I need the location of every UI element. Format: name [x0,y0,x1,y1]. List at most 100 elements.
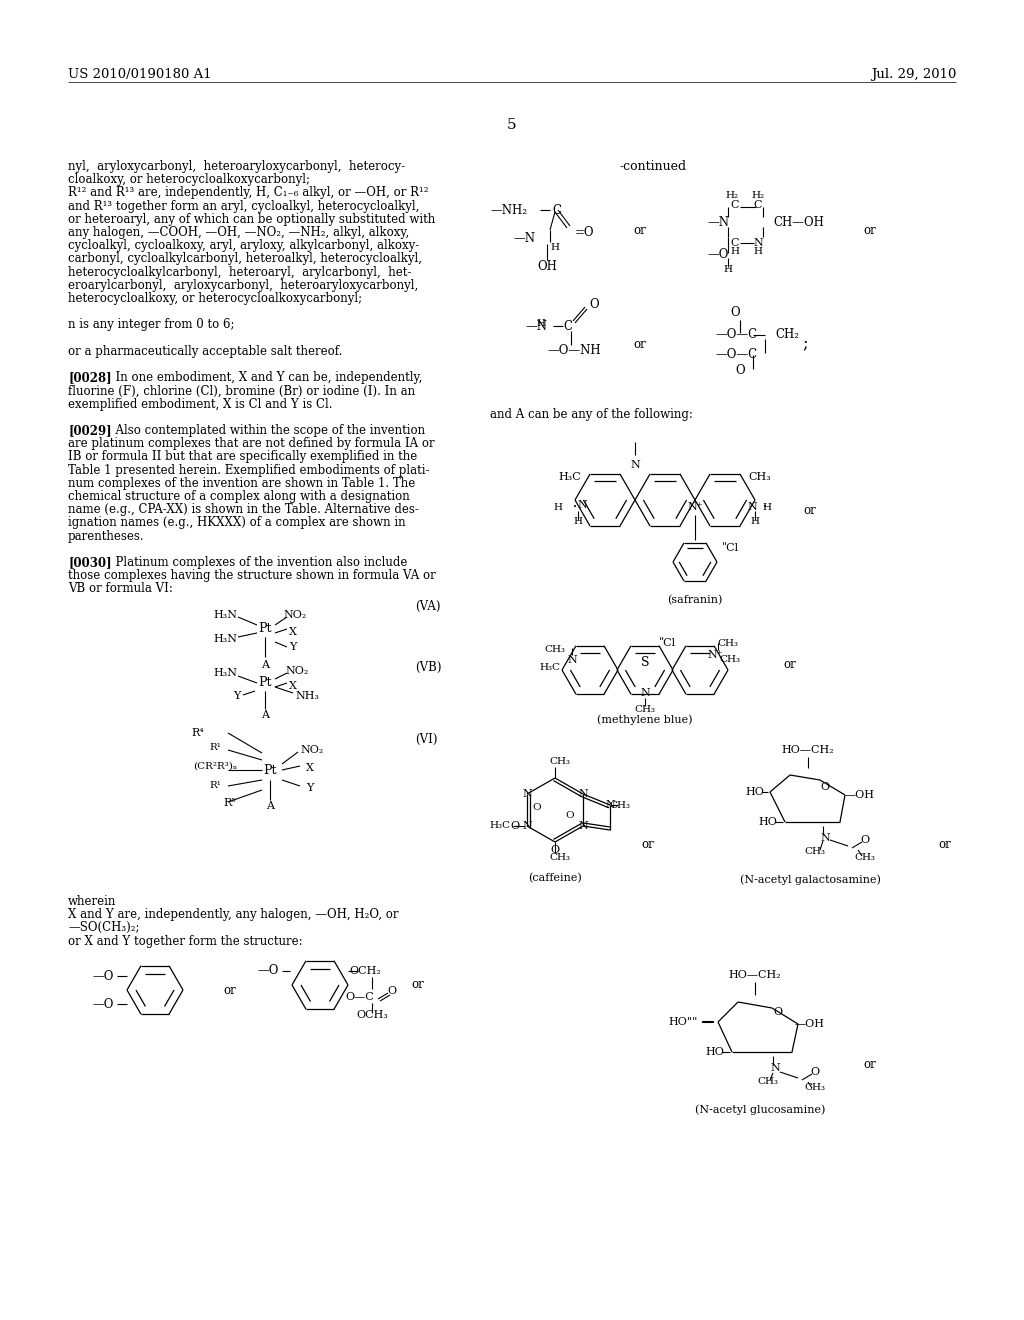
Text: are platinum complexes that are not defined by formula IA or: are platinum complexes that are not defi… [68,437,434,450]
Text: H: H [763,503,771,511]
Text: H₃C: H₃C [540,664,560,672]
Text: —NH₂: —NH₂ [490,203,527,216]
Text: Jul. 29, 2010: Jul. 29, 2010 [870,69,956,81]
Text: —OH: —OH [795,1019,825,1030]
Text: O: O [589,298,599,312]
Text: or: or [412,978,424,991]
Text: O: O [532,804,542,813]
Text: A: A [266,801,274,810]
Text: cloalkoxy, or heterocycloalkoxycarbonyl;: cloalkoxy, or heterocycloalkoxycarbonyl; [68,173,310,186]
Text: H: H [537,318,546,327]
Text: CH₃: CH₃ [609,800,631,809]
Text: —N: —N [513,231,535,244]
Text: or: or [804,503,816,516]
Text: H₂: H₂ [725,190,738,199]
Text: eroarylcarbonyl,  aryloxycarbonyl,  heteroaryloxycarbonyl,: eroarylcarbonyl, aryloxycarbonyl, hetero… [68,279,418,292]
Text: HO: HO [759,817,777,828]
Text: NO₂: NO₂ [300,744,324,755]
Text: R¹² and R¹³ are, independently, H, C₁₋₆ alkyl, or —OH, or R¹²: R¹² and R¹³ are, independently, H, C₁₋₆ … [68,186,428,199]
Text: CH₂: CH₂ [775,329,799,342]
Text: Pt: Pt [258,623,271,635]
Text: CH₃: CH₃ [749,473,771,482]
Text: (safranin): (safranin) [668,595,723,605]
Text: num complexes of the invention are shown in Table 1. The: num complexes of the invention are shown… [68,477,416,490]
Text: —O: —O [92,969,114,982]
Text: —N: —N [707,215,729,228]
Text: n is any integer from 0 to 6;: n is any integer from 0 to 6; [68,318,234,331]
Text: N⁺: N⁺ [687,502,702,512]
Text: exemplified embodiment, X is Cl and Y is Cl.: exemplified embodiment, X is Cl and Y is… [68,397,333,411]
Text: nyl,  aryloxycarbonyl,  heteroaryloxycarbonyl,  heterocy-: nyl, aryloxycarbonyl, heteroaryloxycarbo… [68,160,406,173]
Text: CH₃: CH₃ [758,1077,778,1086]
Text: CH₃: CH₃ [720,656,740,664]
Text: (N-acetyl galactosamine): (N-acetyl galactosamine) [739,875,881,886]
Text: (VA): (VA) [415,601,440,612]
Text: (VI): (VI) [415,733,437,746]
Text: H: H [573,517,583,527]
Text: CH₃: CH₃ [550,758,570,767]
Text: C: C [563,319,572,333]
Text: VB or formula VI:: VB or formula VI: [68,582,173,595]
Text: and A can be any of the following:: and A can be any of the following: [490,408,693,421]
Text: (caffeine): (caffeine) [528,873,582,883]
Text: O: O [565,810,574,820]
Text: wherein: wherein [68,895,117,908]
Text: or: or [863,1059,877,1072]
Text: CH₃: CH₃ [854,854,876,862]
Text: —O: —O [92,998,114,1011]
Text: O: O [510,821,519,832]
Text: Table 1 presented herein. Exemplified embodiments of plati-: Table 1 presented herein. Exemplified em… [68,463,429,477]
Text: IB or formula II but that are specifically exemplified in the: IB or formula II but that are specifical… [68,450,417,463]
Text: OH: OH [537,260,557,273]
Text: US 2010/0190180 A1: US 2010/0190180 A1 [68,69,212,81]
Text: O: O [730,306,739,319]
Text: -continued: -continued [620,160,687,173]
Text: —SO(CH₃)₂;: —SO(CH₃)₂; [68,921,139,935]
Text: CH₃: CH₃ [545,645,565,655]
Text: name (e.g., CPA-XX) is shown in the Table. Alternative des-: name (e.g., CPA-XX) is shown in the Tabl… [68,503,419,516]
Text: H₃C: H₃C [489,821,511,830]
Text: O: O [860,836,869,845]
Text: =O: =O [575,226,595,239]
Text: or a pharmaceutically acceptable salt thereof.: or a pharmaceutically acceptable salt th… [68,345,342,358]
Text: NO₂: NO₂ [284,610,306,620]
Text: (N-acetyl glucosamine): (N-acetyl glucosamine) [695,1105,825,1115]
Text: or: or [642,838,654,851]
Text: HO—CH₂: HO—CH₂ [729,970,781,979]
Text: (VB): (VB) [415,661,441,675]
Text: C: C [754,201,762,210]
Text: X: X [289,627,297,638]
Text: C: C [731,201,739,210]
Text: O: O [551,845,559,855]
Text: Platinum complexes of the invention also include: Platinum complexes of the invention also… [108,556,408,569]
Text: (methylene blue): (methylene blue) [597,714,693,725]
Text: ignation names (e.g., HKXXX) of a complex are shown in: ignation names (e.g., HKXXX) of a comple… [68,516,406,529]
Text: CH₃: CH₃ [805,1084,825,1093]
Text: N⁺: N⁺ [708,649,723,660]
Text: N: N [753,238,763,248]
Text: (CR²R³)ₙ: (CR²R³)ₙ [193,762,238,771]
Text: N: N [748,502,757,512]
Text: Y: Y [233,690,241,701]
Text: cycloalkyl, cycloalkoxy, aryl, aryloxy, alkylcarbonyl, alkoxy-: cycloalkyl, cycloalkoxy, aryl, aryloxy, … [68,239,419,252]
Text: H: H [730,248,739,256]
Text: or: or [783,659,797,672]
Text: —O—NH: —O—NH [547,345,601,358]
Text: H: H [724,264,732,273]
Text: •: • [763,503,767,511]
Text: —O—C: —O—C [715,348,757,362]
Text: O: O [810,1067,819,1077]
Text: R⁵: R⁵ [223,799,237,808]
Text: H₃N: H₃N [213,668,237,678]
Text: CH—OH: CH—OH [773,215,824,228]
Text: N: N [579,789,588,799]
Text: H: H [551,243,559,252]
Text: Also contemplated within the scope of the invention: Also contemplated within the scope of th… [108,424,425,437]
Text: H: H [751,517,760,527]
Text: N: N [578,500,587,510]
Text: O: O [820,781,829,792]
Text: or: or [634,223,646,236]
Text: O: O [735,364,744,378]
Text: N: N [605,800,614,810]
Text: HO"": HO"" [669,1016,698,1027]
